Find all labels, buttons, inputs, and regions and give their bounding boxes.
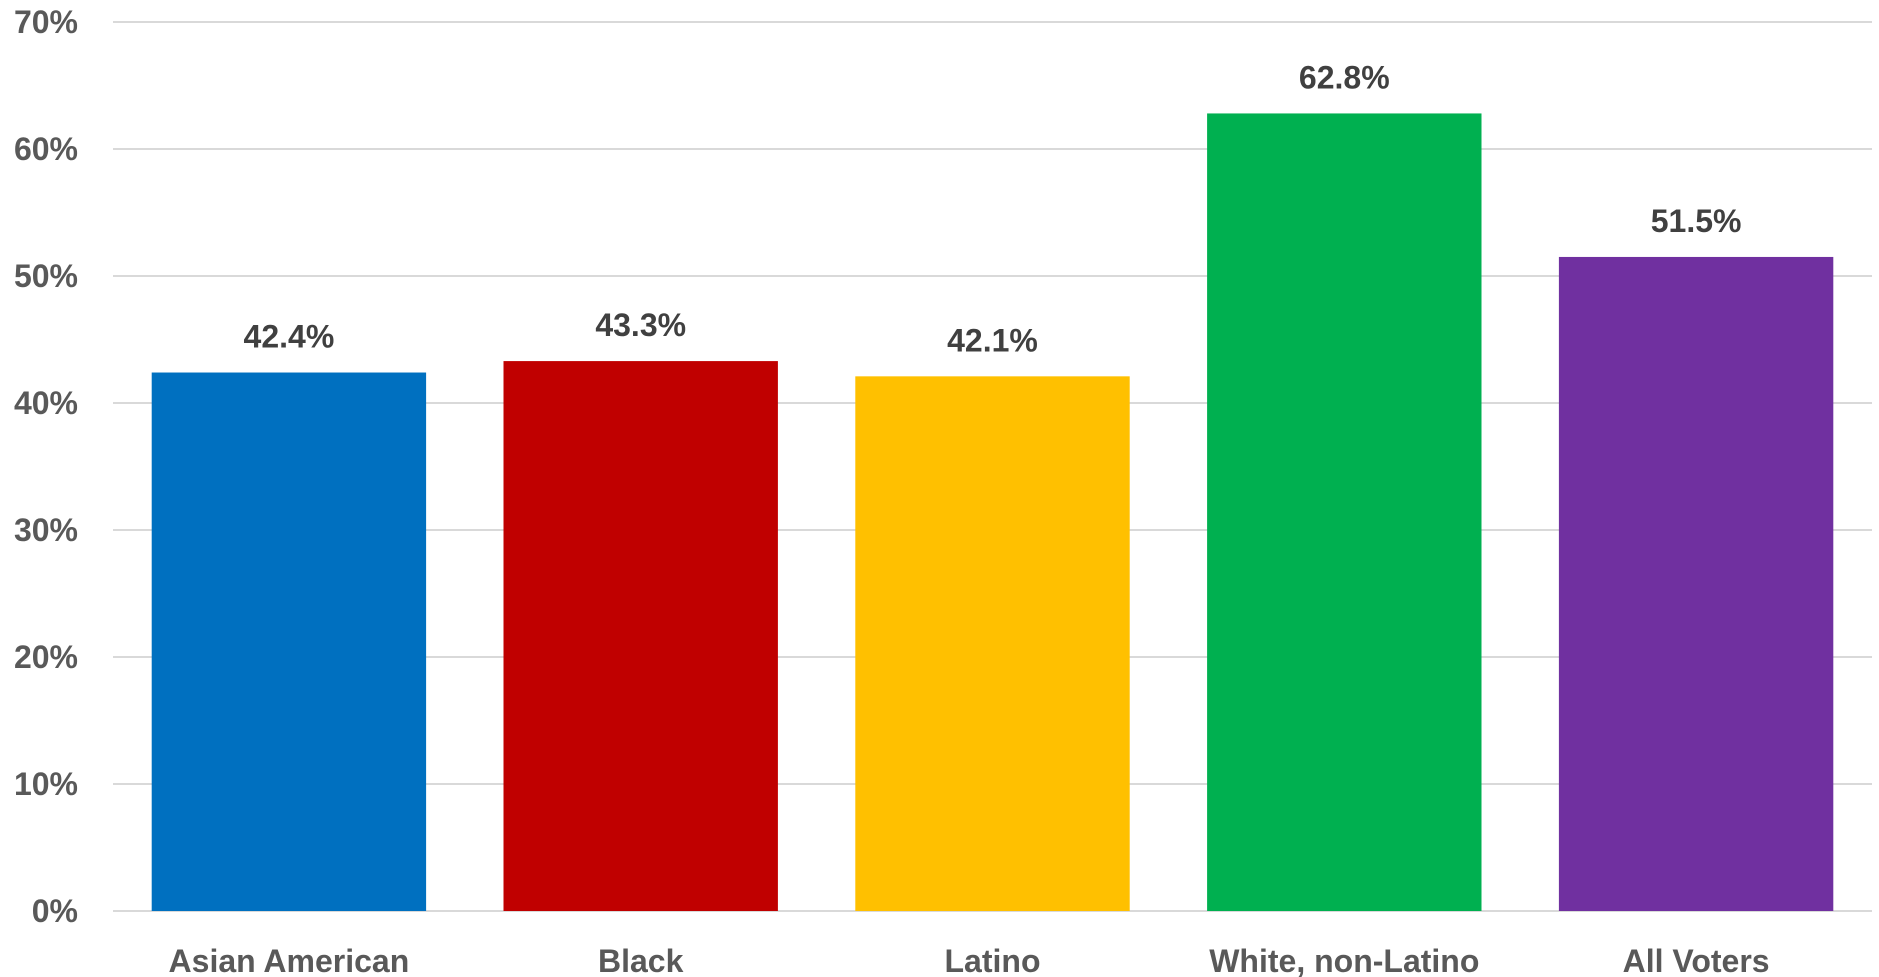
data-label: 43.3% <box>595 307 686 343</box>
y-tick-label: 20% <box>14 639 78 675</box>
y-tick-label: 60% <box>14 131 78 167</box>
y-axis-tick-labels: 0% 10% 20% 30% 40% 50% 60% 70% <box>14 4 78 929</box>
bar <box>151 372 427 911</box>
y-tick-label: 0% <box>32 893 78 929</box>
y-tick-label: 10% <box>14 766 78 802</box>
y-tick-label: 70% <box>14 4 78 40</box>
data-label: 62.8% <box>1299 59 1390 95</box>
y-tick-label: 30% <box>14 512 78 548</box>
y-tick-label: 50% <box>14 258 78 294</box>
y-tick-label: 40% <box>14 385 78 421</box>
bar <box>855 376 1130 912</box>
data-label: 51.5% <box>1651 203 1742 239</box>
bar <box>1558 256 1834 911</box>
data-labels: 42.4% 43.3% 42.1% 62.8% 51.5% <box>244 59 1742 358</box>
bar <box>503 361 778 912</box>
category-label: Asian American <box>169 943 410 977</box>
data-label: 42.4% <box>244 319 335 355</box>
category-label: Black <box>598 943 684 977</box>
bars <box>151 113 1834 912</box>
data-label: 42.1% <box>947 322 1038 358</box>
category-label: All Voters <box>1623 943 1770 977</box>
category-label: Latino <box>945 943 1041 977</box>
category-label: White, non-Latino <box>1209 943 1479 977</box>
x-axis-category-labels: Asian American Black Latino White, non-Lati… <box>169 943 1770 977</box>
bar <box>1207 113 1482 911</box>
